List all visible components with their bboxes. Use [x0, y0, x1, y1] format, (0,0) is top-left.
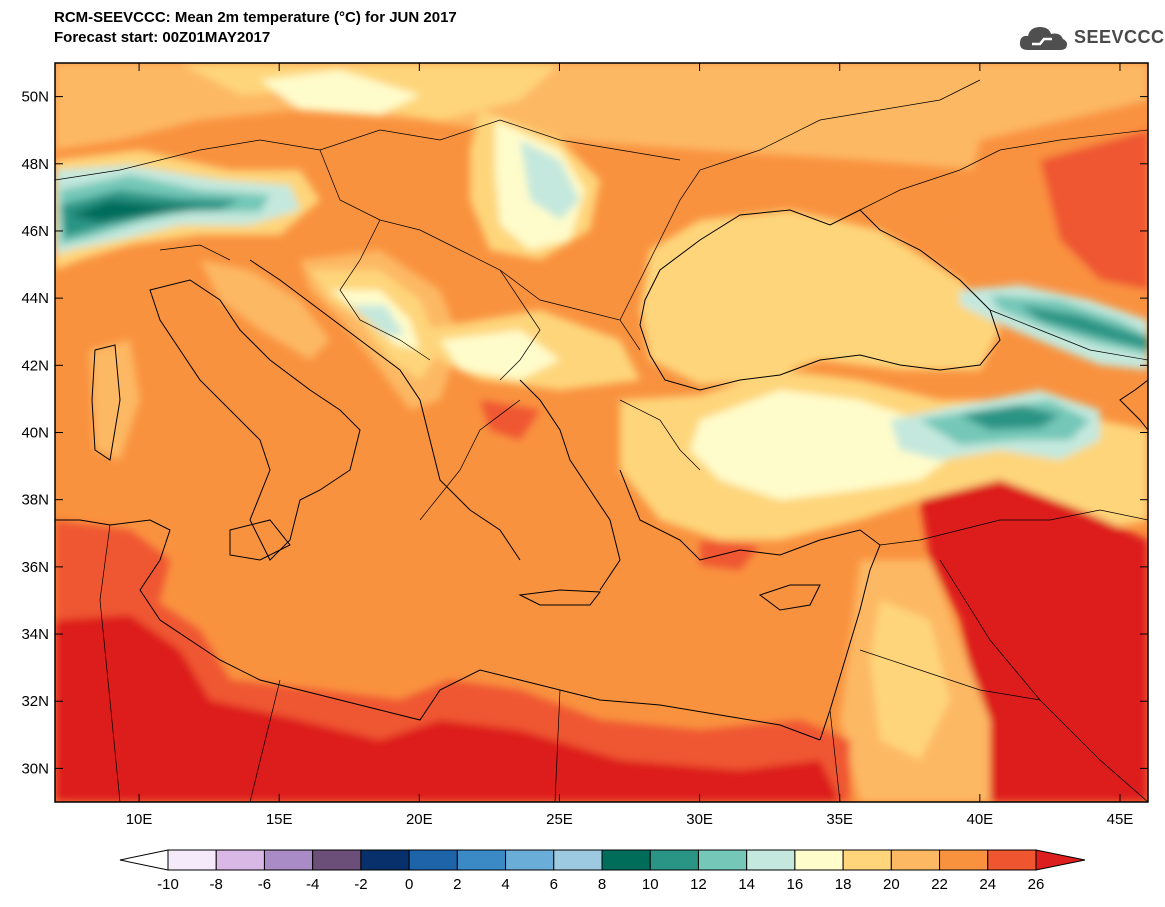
lon-tick-label: 25E: [546, 811, 573, 828]
forecast-start-label: Forecast start: 00Z01MAY2017: [54, 29, 271, 46]
colorbar-swatch: [794, 849, 844, 871]
colorbar-label: 0: [405, 876, 413, 893]
longitude-axis: 10E 15E 20E 25E 30E 35E 40E 45E: [126, 63, 1134, 828]
colorbar-label: 12: [690, 876, 707, 893]
colorbar-label: -2: [354, 876, 367, 893]
colorbar-label: -4: [306, 876, 319, 893]
colorbar-swatch: [553, 849, 603, 871]
colorbar-swatch: [987, 849, 1037, 871]
seevccc-logo: SEEVCCC: [1018, 22, 1164, 54]
lat-tick-label: 50N: [21, 89, 49, 106]
colorbar-swatch: [312, 849, 362, 871]
colorbar-swatch: [842, 849, 892, 871]
lon-tick-label: 20E: [406, 811, 433, 828]
lon-tick-label: 35E: [826, 811, 853, 828]
colorbar-label: 14: [738, 876, 755, 893]
lat-tick-label: 44N: [21, 290, 49, 307]
lat-tick-label: 36N: [21, 559, 49, 576]
colorbar-under-arrow: [119, 849, 169, 871]
colorbar-label: 6: [550, 876, 558, 893]
lon-tick-label: 45E: [1107, 811, 1134, 828]
lat-tick-label: 42N: [21, 357, 49, 374]
colorbar-label: 20: [883, 876, 900, 893]
colorbar-swatch: [746, 849, 796, 871]
lon-tick-label: 10E: [126, 811, 153, 828]
colorbar-label: 16: [787, 876, 804, 893]
colorbar-swatch: [408, 849, 458, 871]
colorbar-swatch: [215, 849, 265, 871]
colorbar-label: -6: [258, 876, 271, 893]
colorbar-swatch: [456, 849, 507, 871]
colorbar-swatch: [263, 849, 314, 871]
colorbar-label: 4: [501, 876, 509, 893]
colorbar-label: 18: [835, 876, 852, 893]
colorbar-label: 8: [598, 876, 606, 893]
colorbar-label: 24: [979, 876, 996, 893]
colorbar-swatch: [167, 849, 217, 871]
colorbar-swatch: [505, 849, 555, 871]
lat-tick-label: 38N: [21, 492, 49, 509]
lat-tick-label: 32N: [21, 693, 49, 710]
colorbar-swatch: [649, 849, 699, 871]
colorbar-swatch: [360, 849, 410, 871]
colorbar-swatch: [939, 849, 989, 871]
colorbar-swatch: [697, 849, 748, 871]
colorbar-label: -8: [210, 876, 223, 893]
colorbar-label: 10: [642, 876, 659, 893]
map-title: RCM-SEEVCCC: Mean 2m temperature (°C) fo…: [54, 9, 457, 26]
country-borders: [55, 79, 1148, 802]
colorbar-label: 22: [931, 876, 948, 893]
lon-tick-label: 15E: [266, 811, 293, 828]
lat-tick-label: 30N: [21, 760, 49, 777]
colorbar: -10 -8 -6 -4 -2 0 2 4 6 8 10 12 14 16 18 20 22 24 26: [119, 849, 1086, 893]
latitude-axis: 50N 48N 46N 44N 42N 40N 38N 36N 34N 32N 30N: [21, 89, 1148, 777]
lon-tick-label: 40E: [966, 811, 993, 828]
colorbar-label: -10: [157, 876, 179, 893]
colorbar-label: 26: [1028, 876, 1045, 893]
logo-text: SEEVCCC: [1074, 27, 1165, 47]
title-block: RCM-SEEVCCC: Mean 2m temperature (°C) fo…: [54, 8, 457, 48]
colorbar-swatch: [890, 849, 941, 871]
lat-tick-label: 46N: [21, 223, 49, 240]
coastlines: [55, 209, 1148, 741]
lat-tick-label: 34N: [21, 626, 49, 643]
colorbar-over-arrow: [1035, 849, 1086, 871]
lat-tick-label: 48N: [21, 156, 49, 173]
lon-tick-label: 30E: [686, 811, 713, 828]
colorbar-label: 2: [453, 876, 461, 893]
colorbar-swatch: [601, 849, 651, 871]
temperature-field: [55, 63, 1148, 802]
lat-tick-label: 40N: [21, 425, 49, 442]
cloud-icon: [1019, 27, 1067, 50]
